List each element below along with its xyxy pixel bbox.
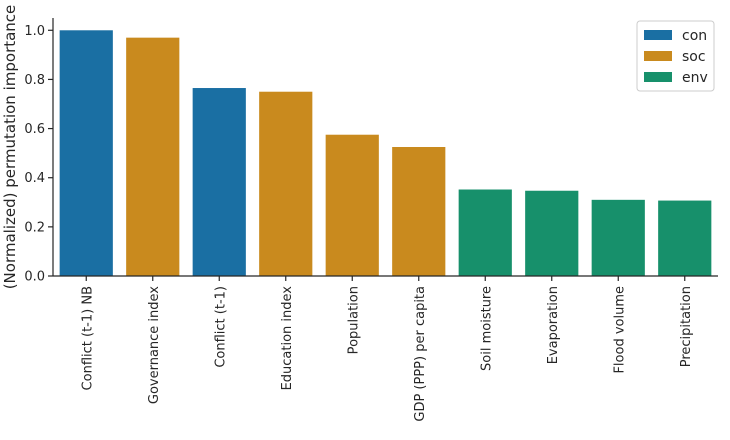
x-tick-label: Soil moisture bbox=[479, 286, 494, 371]
y-tick-label: 0.2 bbox=[24, 220, 45, 235]
bar bbox=[658, 200, 712, 276]
legend-swatch bbox=[644, 51, 672, 61]
legend-swatch bbox=[644, 72, 672, 82]
x-tick-label: Flood volume bbox=[612, 286, 627, 374]
x-tick-label: GDP (PPP) per capita bbox=[413, 286, 428, 422]
bar bbox=[458, 189, 512, 276]
bar bbox=[192, 88, 246, 277]
bar bbox=[525, 190, 579, 276]
bar bbox=[59, 30, 113, 276]
x-tick-label: Precipitation bbox=[679, 286, 694, 367]
bars-group bbox=[59, 30, 712, 277]
legend-label: soc bbox=[682, 49, 706, 65]
legend: con soc env bbox=[636, 20, 715, 92]
bar bbox=[591, 199, 645, 276]
bar bbox=[325, 134, 379, 276]
legend-label: env bbox=[682, 70, 708, 86]
x-ticks-group: Conflict (t-1) NB Governance index Conflic… bbox=[80, 276, 694, 422]
bar bbox=[259, 91, 313, 276]
y-ticks-group: 0.0 0.2 0.4 0.6 0.8 1.0 bbox=[24, 24, 53, 285]
y-tick-label: 0.4 bbox=[24, 171, 45, 186]
y-tick-label: 0.6 bbox=[24, 122, 45, 137]
x-tick-label: Education index bbox=[280, 286, 295, 391]
bar bbox=[392, 147, 446, 276]
legend-label: con bbox=[682, 28, 707, 44]
axes-group bbox=[52, 18, 718, 277]
bar bbox=[126, 37, 180, 277]
legend-swatch bbox=[644, 30, 672, 40]
y-tick-label: 1.0 bbox=[24, 24, 45, 39]
x-tick-label: Governance index bbox=[147, 286, 162, 404]
x-tick-label: Conflict (t-1) NB bbox=[80, 286, 95, 390]
y-tick-label: 0.0 bbox=[24, 270, 45, 285]
x-tick-label: Conflict (t-1) bbox=[213, 286, 228, 368]
y-axis-label: (Normalized) permutation importance bbox=[1, 5, 19, 290]
y-tick-label: 0.8 bbox=[24, 73, 45, 88]
x-tick-label: Evaporation bbox=[546, 286, 561, 364]
x-tick-label: Population bbox=[346, 286, 361, 354]
